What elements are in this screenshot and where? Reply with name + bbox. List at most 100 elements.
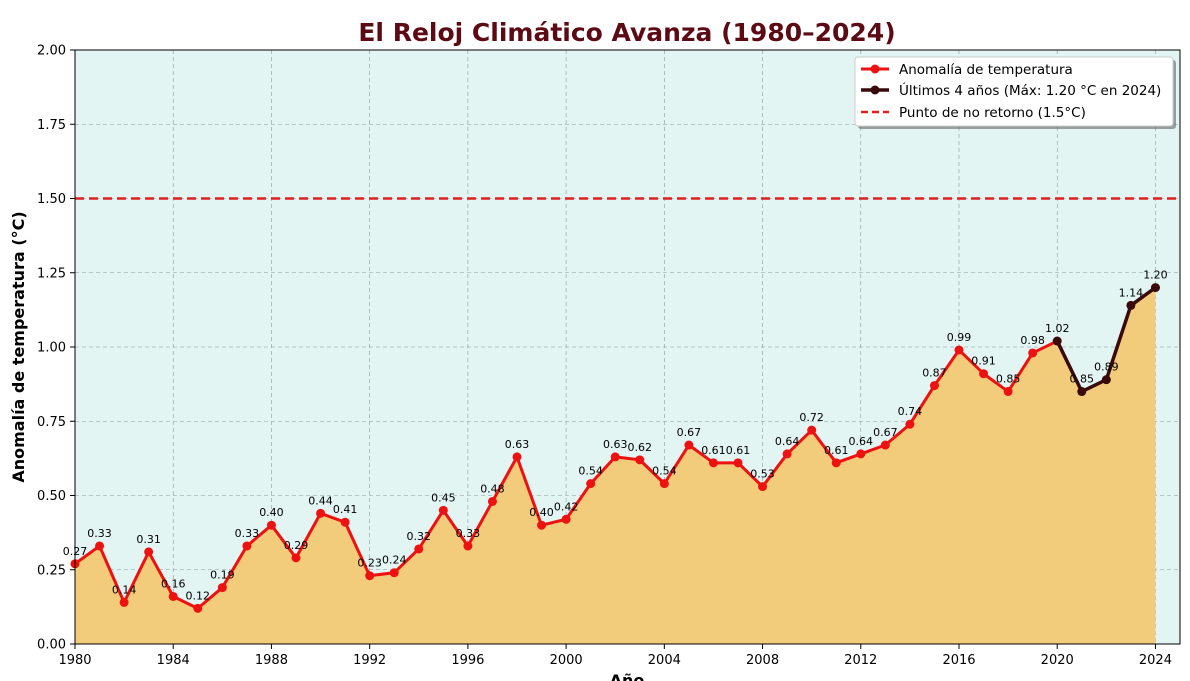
data-points	[70, 283, 1160, 613]
data-label: 1.20	[1143, 269, 1168, 282]
x-tick-label: 1984	[157, 653, 190, 668]
data-label: 0.32	[407, 530, 432, 543]
data-point	[954, 345, 964, 355]
data-label: 0.99	[947, 331, 972, 344]
x-tick-label: 2000	[550, 653, 583, 668]
data-label: 0.54	[578, 465, 603, 478]
data-label: 0.64	[775, 435, 800, 448]
data-point	[1126, 300, 1136, 310]
data-label: 0.44	[308, 494, 333, 507]
data-point	[291, 553, 301, 563]
data-point	[1003, 387, 1013, 397]
data-point	[242, 541, 252, 551]
data-label: 0.62	[628, 441, 653, 454]
data-label: 0.67	[873, 426, 898, 439]
data-label: 0.45	[431, 491, 456, 504]
data-label: 0.23	[357, 557, 382, 570]
data-point	[586, 479, 596, 489]
data-point	[831, 458, 841, 468]
data-point	[856, 449, 866, 459]
data-label: 0.41	[333, 503, 358, 516]
data-point	[119, 597, 129, 607]
data-label: 0.33	[87, 527, 112, 540]
data-label: 0.16	[161, 577, 186, 590]
data-label: 0.98	[1020, 334, 1045, 347]
data-label: 1.02	[1045, 322, 1070, 335]
data-point	[1150, 283, 1160, 293]
data-label: 0.61	[824, 444, 849, 457]
data-label: 0.63	[603, 438, 628, 451]
chart-title: El Reloj Climático Avanza (1980–2024)	[358, 18, 895, 47]
y-tick-label: 0.75	[37, 415, 66, 430]
data-point	[266, 520, 276, 530]
data-point	[144, 547, 154, 557]
y-tick-label: 2.00	[37, 44, 66, 59]
data-label: 0.74	[898, 405, 923, 418]
data-point	[1052, 336, 1062, 346]
data-label: 0.85	[996, 373, 1021, 386]
y-tick-label: 1.75	[37, 118, 66, 133]
y-tick-label: 1.50	[37, 192, 66, 207]
data-point	[610, 452, 620, 462]
data-label: 1.14	[1119, 286, 1144, 299]
data-label: 0.67	[677, 426, 702, 439]
data-label: 0.29	[284, 539, 309, 552]
x-tick-label: 2016	[942, 653, 975, 668]
data-label: 0.89	[1094, 361, 1119, 374]
data-point	[316, 508, 326, 518]
y-tick-label: 0.25	[37, 563, 66, 578]
legend: Anomalía de temperatura Últimos 4 años (…	[854, 56, 1176, 129]
data-point	[193, 603, 203, 613]
legend-label-threshold: Punto de no retorno (1.5°C)	[899, 105, 1086, 121]
data-point	[438, 505, 448, 515]
data-point	[1028, 348, 1038, 358]
data-label: 0.12	[186, 589, 211, 602]
data-point	[708, 458, 718, 468]
data-point	[684, 440, 694, 450]
x-tick-label: 2012	[844, 653, 877, 668]
y-tick-label: 1.00	[37, 341, 66, 356]
data-point	[463, 541, 473, 551]
data-point	[807, 425, 817, 435]
data-point	[487, 496, 497, 506]
data-point	[414, 544, 424, 554]
data-label: 0.40	[259, 506, 284, 519]
data-point	[168, 591, 178, 601]
legend-label-anomalia: Anomalía de temperatura	[899, 62, 1073, 78]
x-axis-title: Año	[610, 671, 645, 681]
area-under-curve	[75, 287, 1156, 644]
x-tick-label: 2020	[1041, 653, 1074, 668]
data-point	[537, 520, 547, 530]
x-tick-label: 1996	[451, 653, 484, 668]
data-label: 0.42	[554, 500, 579, 513]
y-tick-label: 0.50	[37, 489, 66, 504]
x-axis-ticks: 1980 1984 1988 1992 1996 2000 2004 2008 2012 2016…	[58, 644, 1172, 668]
data-label: 0.64	[849, 435, 874, 448]
data-point	[217, 583, 227, 593]
data-label: 0.14	[112, 583, 137, 596]
legend-marker-ultimos	[870, 85, 880, 95]
data-label: 0.19	[210, 569, 235, 582]
y-axis-ticks: 0.00 0.25 0.50 0.75 1.00 1.25 1.50 1.75 2.00	[37, 44, 75, 653]
data-label: 0.40	[529, 506, 554, 519]
data-point	[1077, 387, 1087, 397]
data-label: 0.33	[456, 527, 481, 540]
y-axis-title: Anomalía de temperatura (°C)	[9, 211, 28, 482]
data-point	[512, 452, 522, 462]
data-point	[389, 568, 399, 578]
x-tick-label: 1992	[353, 653, 386, 668]
data-label: 0.31	[136, 533, 161, 546]
legend-label-ultimos: Últimos 4 años (Máx: 1.20 °C en 2024)	[899, 81, 1161, 99]
y-tick-label: 1.25	[37, 266, 66, 281]
x-tick-label: 1980	[58, 653, 91, 668]
data-point	[733, 458, 743, 468]
data-label: 0.87	[922, 367, 947, 380]
data-point	[635, 455, 645, 465]
data-point	[659, 479, 669, 489]
data-label: 0.63	[505, 438, 530, 451]
data-point	[905, 419, 915, 429]
data-point	[95, 541, 105, 551]
data-point	[880, 440, 890, 450]
